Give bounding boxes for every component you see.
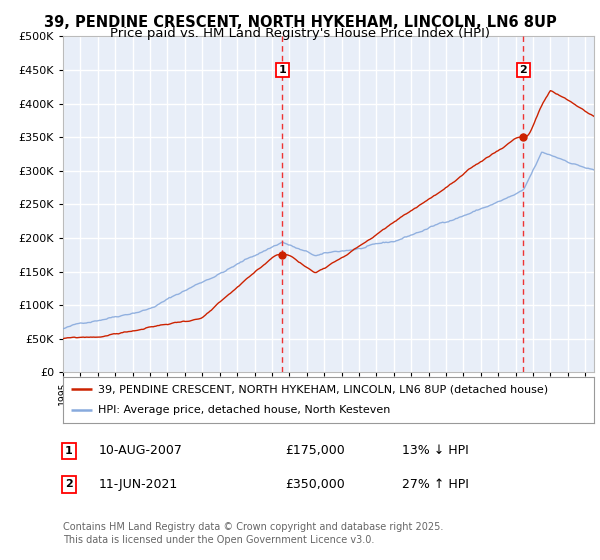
Text: Contains HM Land Registry data © Crown copyright and database right 2025.
This d: Contains HM Land Registry data © Crown c… bbox=[63, 522, 443, 545]
Text: 11-JUN-2021: 11-JUN-2021 bbox=[99, 478, 178, 491]
Text: 1: 1 bbox=[65, 446, 73, 456]
Text: 39, PENDINE CRESCENT, NORTH HYKEHAM, LINCOLN, LN6 8UP (detached house): 39, PENDINE CRESCENT, NORTH HYKEHAM, LIN… bbox=[98, 384, 548, 394]
Text: 27% ↑ HPI: 27% ↑ HPI bbox=[402, 478, 469, 491]
Text: 1: 1 bbox=[278, 65, 286, 75]
Text: £350,000: £350,000 bbox=[285, 478, 345, 491]
Text: £175,000: £175,000 bbox=[285, 444, 345, 458]
Text: Price paid vs. HM Land Registry's House Price Index (HPI): Price paid vs. HM Land Registry's House … bbox=[110, 27, 490, 40]
Text: HPI: Average price, detached house, North Kesteven: HPI: Average price, detached house, Nort… bbox=[98, 405, 390, 416]
Text: 13% ↓ HPI: 13% ↓ HPI bbox=[402, 444, 469, 458]
Text: 39, PENDINE CRESCENT, NORTH HYKEHAM, LINCOLN, LN6 8UP: 39, PENDINE CRESCENT, NORTH HYKEHAM, LIN… bbox=[44, 15, 556, 30]
Text: 2: 2 bbox=[65, 479, 73, 489]
Text: 2: 2 bbox=[520, 65, 527, 75]
Text: 10-AUG-2007: 10-AUG-2007 bbox=[99, 444, 183, 458]
